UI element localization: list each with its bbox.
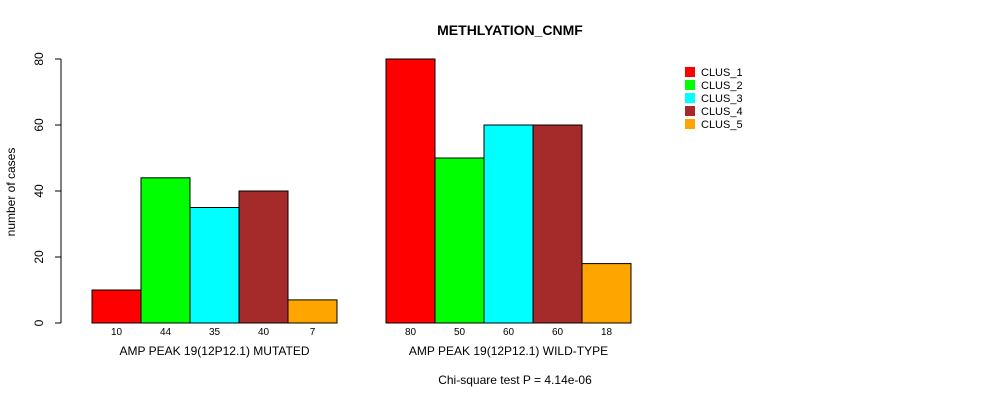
group-labels: AMP PEAK 19(12P12.1) MUTATED AMP PEAK 19(… [119, 344, 608, 358]
legend-swatch [685, 93, 695, 103]
bar-count-label: 60 [503, 327, 515, 338]
legend-swatch [685, 106, 695, 116]
bar-clus-5-group-1 [287, 299, 338, 324]
group-label: AMP PEAK 19(12P12.1) MUTATED [119, 344, 309, 358]
legend-swatch [685, 119, 695, 129]
legend-label: CLUS_1 [701, 67, 743, 79]
bar-clus-3-group-2 [483, 124, 534, 324]
bar-count-label: 18 [601, 327, 613, 338]
legend-label: CLUS_4 [701, 106, 743, 118]
group-label: AMP PEAK 19(12P12.1) WILD-TYPE [409, 344, 608, 358]
bar-series: 10 44 35 40 7 80 50 60 60 18 [91, 58, 632, 338]
bar-clus-3-group-1 [189, 207, 240, 324]
bar-count-label: 10 [111, 327, 123, 338]
y-tick-label: 60 [32, 118, 46, 132]
bar-count-label: 40 [258, 327, 270, 338]
bar-clus-5-group-2 [581, 263, 632, 324]
bar-clus-2-group-2 [434, 157, 485, 324]
bar-count-label: 60 [552, 327, 564, 338]
bar-count-label: 7 [310, 327, 316, 338]
bar-count-label: 35 [209, 327, 221, 338]
y-tick-label: 0 [32, 319, 46, 326]
legend-label: CLUS_5 [701, 119, 743, 131]
legend-label: CLUS_3 [701, 93, 743, 105]
chart-title: METHLYATION_CNMF [437, 22, 583, 38]
bar-clus-1-group-1 [91, 289, 142, 324]
chi-square-footnote: Chi-square test P = 4.14e-06 [438, 373, 592, 387]
y-axis: 0 20 40 60 80 [32, 52, 62, 326]
legend-swatch [685, 80, 695, 90]
bar-count-label: 50 [454, 327, 466, 338]
y-tick-label: 20 [32, 250, 46, 264]
bar-clus-4-group-1 [238, 190, 289, 324]
y-axis-label: number of cases [4, 148, 18, 237]
y-tick-label: 40 [32, 184, 46, 198]
bar-clus-2-group-1 [140, 177, 191, 324]
bar-count-label: 80 [405, 327, 417, 338]
legend-label: CLUS_2 [701, 80, 743, 92]
bar-clus-1-group-2 [385, 58, 436, 324]
bar-count-label: 44 [160, 327, 172, 338]
legend-swatch [685, 67, 695, 77]
y-tick-label: 80 [32, 52, 46, 66]
bar-clus-4-group-2 [532, 124, 583, 324]
